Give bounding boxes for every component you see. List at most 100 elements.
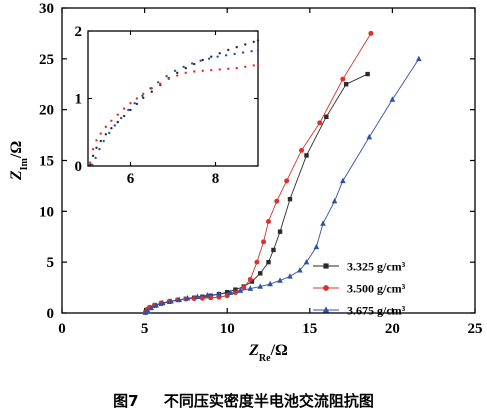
data-point: [142, 309, 149, 315]
data-point: [303, 258, 310, 265]
inset-y-tick-label: 1: [75, 92, 83, 108]
inset-data-point: [201, 58, 204, 62]
y-tick-label: 0: [47, 306, 55, 322]
data-point: [194, 293, 201, 299]
data-point: [287, 196, 293, 202]
inset-data-point: [149, 87, 152, 90]
data-point: [271, 247, 276, 253]
y-tick-label: 15: [39, 154, 54, 170]
legend-marker: [323, 263, 329, 269]
data-point: [366, 133, 373, 140]
inset-series-3-500-g-cm: [88, 63, 260, 164]
inset-data-point: [256, 39, 260, 42]
inset-data-point: [256, 63, 260, 66]
inset-plot: 6 8 0 1 2: [75, 24, 260, 187]
y-tick-label: 30: [39, 1, 54, 17]
data-point: [267, 280, 273, 287]
inset-frame: [87, 30, 259, 167]
data-point: [199, 295, 205, 301]
y-axis-title: ZIm/Ω: [8, 141, 30, 181]
inset-data-point: [91, 147, 95, 151]
inset-data-point: [244, 43, 247, 46]
x-tick-label: 20: [385, 321, 400, 337]
inset-data-point: [156, 81, 160, 84]
data-point: [227, 289, 234, 295]
inset-data-point: [252, 40, 255, 43]
inset-data-point: [133, 102, 136, 105]
inset-data-point: [210, 68, 213, 72]
legend-marker: [322, 306, 330, 313]
legend-entry: 3.675 g/cm³: [313, 304, 406, 318]
data-point: [320, 220, 326, 226]
inset-data-point: [91, 154, 95, 158]
inset-data-point: [141, 94, 144, 98]
inset-data-point: [110, 127, 113, 130]
data-point: [266, 259, 271, 265]
data-point: [284, 178, 290, 184]
data-point: [258, 271, 263, 276]
data-point: [233, 287, 238, 292]
data-point: [184, 295, 191, 301]
inset-data-point: [116, 113, 119, 116]
data-point: [299, 147, 305, 153]
inset-data-point: [235, 46, 238, 49]
inset-data-point: [184, 71, 187, 75]
caption-number: 图7: [113, 392, 139, 410]
inset-data-point: [193, 62, 196, 66]
inset-data-point: [99, 139, 102, 143]
inset-data-point: [135, 97, 139, 100]
inset-data-point: [98, 147, 101, 151]
y-tick-label: 5: [47, 255, 55, 271]
inset-data-point: [91, 163, 94, 166]
inset-data-point: [113, 124, 116, 127]
inset-data-point: [94, 156, 97, 160]
data-point: [216, 290, 222, 297]
data-point: [247, 276, 253, 282]
legend-label: 3.325 g/cm³: [347, 260, 406, 274]
data-point: [257, 283, 264, 289]
inset-data-point: [250, 50, 253, 53]
inset-series-3-675-g-cm: [91, 49, 260, 166]
legend-entry: 3.325 g/cm³: [313, 260, 406, 274]
inset-data-point: [244, 65, 247, 68]
inset-data-point: [104, 133, 108, 136]
inset-data-point: [227, 67, 230, 71]
series-3-675-g-cm: [142, 55, 422, 315]
inset-data-point: [116, 120, 119, 124]
inset-data-point: [95, 139, 98, 142]
inset-data-point: [218, 52, 221, 55]
inset-data-point: [159, 82, 162, 85]
inset-data-point: [227, 48, 230, 52]
inset-data-point: [224, 54, 228, 57]
inset-data-point: [233, 52, 236, 56]
data-point: [145, 307, 151, 314]
data-point: [277, 229, 283, 234]
data-point: [159, 299, 166, 306]
data-point: [241, 285, 247, 291]
x-tick-label: 25: [468, 321, 483, 337]
data-point: [304, 153, 309, 158]
data-point: [254, 259, 260, 265]
inset-data-point: [104, 125, 108, 129]
data-point: [331, 197, 338, 204]
inset-data-point: [190, 62, 194, 65]
inset-data-point: [165, 75, 168, 78]
inset-data-point: [150, 90, 153, 93]
inset-data-point: [235, 66, 238, 70]
data-point: [168, 298, 174, 304]
data-point: [313, 243, 320, 250]
legend-label: 3.675 g/cm³: [347, 304, 406, 318]
legend-entry: 3.500 g/cm³: [313, 282, 406, 296]
inset-y-tick-label: 2: [75, 24, 83, 40]
legend-marker: [323, 285, 329, 291]
inset-data-point: [135, 102, 139, 106]
inset-data-point: [102, 139, 105, 143]
inset-data-point: [142, 96, 145, 100]
data-point: [148, 304, 155, 311]
figure-caption: 图7 不同压实密度半电池交流阻抗图: [0, 390, 487, 411]
data-point: [297, 267, 303, 273]
inset-data-point: [129, 108, 132, 112]
inset-data-point: [210, 55, 213, 58]
inset-data-point: [241, 51, 245, 54]
